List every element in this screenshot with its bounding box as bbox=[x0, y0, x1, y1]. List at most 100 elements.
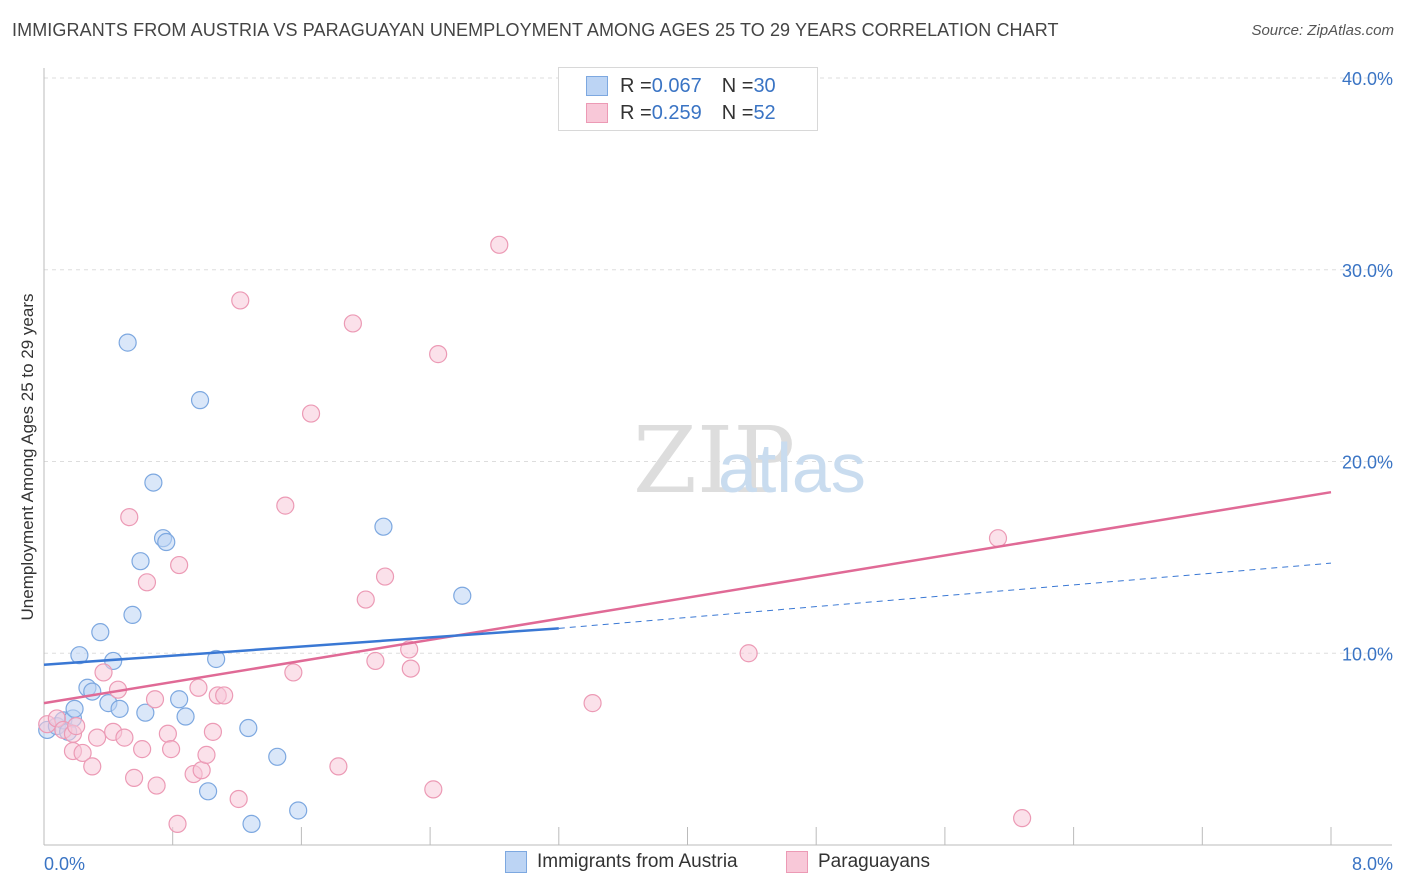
legend-swatch-austria bbox=[586, 76, 608, 96]
point-paraguay bbox=[158, 724, 177, 743]
legend-row-austria: R = 0.067 N = 30 bbox=[586, 73, 776, 99]
legend-n-label: N = bbox=[721, 101, 754, 124]
point-paraguay bbox=[87, 728, 107, 747]
point-paraguay bbox=[133, 740, 152, 759]
y-axis-label: Unemployment Among Ages 25 to 29 years bbox=[18, 293, 37, 621]
point-austria bbox=[374, 517, 393, 536]
trend-line-austria-extension bbox=[558, 562, 1332, 629]
point-paraguay bbox=[329, 757, 348, 776]
grid-lines bbox=[44, 77, 1392, 654]
point-austria bbox=[144, 473, 163, 492]
trend-line-austria bbox=[43, 627, 559, 667]
point-paraguay bbox=[401, 659, 420, 678]
point-paraguay bbox=[170, 555, 189, 575]
point-paraguay bbox=[276, 496, 295, 515]
point-paraguay bbox=[356, 590, 375, 609]
point-austria bbox=[453, 586, 472, 605]
point-paraguay bbox=[301, 404, 321, 423]
point-paraguay bbox=[192, 761, 211, 780]
point-paraguay bbox=[366, 651, 385, 671]
point-paraguay bbox=[215, 686, 234, 705]
legend-r-label: R = bbox=[620, 74, 652, 97]
point-paraguay bbox=[739, 644, 758, 663]
point-austria bbox=[123, 605, 142, 625]
point-austria bbox=[83, 682, 102, 701]
point-paraguay bbox=[147, 776, 166, 795]
point-austria bbox=[190, 391, 210, 410]
point-austria bbox=[176, 707, 195, 726]
point-austria bbox=[91, 623, 110, 642]
point-paraguay bbox=[67, 717, 86, 736]
source-label: Source: ZipAtlas.com bbox=[1251, 22, 1394, 39]
point-austria bbox=[157, 532, 176, 552]
bottom-swatch-paraguay bbox=[786, 851, 808, 873]
watermark-atlas: atlas bbox=[718, 429, 866, 507]
point-austria bbox=[242, 814, 261, 834]
legend-row-paraguay: R = 0.259 N = 52 bbox=[586, 100, 776, 126]
point-austria bbox=[131, 552, 150, 571]
x-tick-label-start: 0.0% bbox=[44, 854, 85, 874]
point-paraguay bbox=[424, 780, 443, 799]
point-paraguay bbox=[73, 743, 92, 763]
point-paraguay bbox=[1013, 809, 1032, 828]
bottom-legend-austria: Immigrants from Austria bbox=[505, 851, 738, 873]
point-paraguay bbox=[343, 314, 362, 333]
point-austria bbox=[118, 333, 137, 352]
point-paraguay bbox=[161, 740, 181, 759]
y-tick-label: 10.0% bbox=[1342, 644, 1393, 664]
y-tick-label: 40.0% bbox=[1342, 69, 1393, 89]
point-paraguay bbox=[124, 768, 144, 787]
point-paraguay bbox=[284, 663, 303, 682]
point-paraguay bbox=[988, 529, 1008, 548]
point-paraguay bbox=[231, 291, 250, 310]
point-paraguay bbox=[168, 814, 187, 834]
series-austria-points bbox=[38, 333, 472, 834]
legend-swatch-paraguay bbox=[586, 103, 608, 123]
point-austria bbox=[70, 646, 89, 665]
point-paraguay bbox=[137, 573, 157, 592]
point-austria bbox=[170, 690, 189, 709]
point-austria bbox=[198, 782, 218, 801]
legend-r-value-paraguay: 0.259 bbox=[651, 101, 702, 124]
point-austria bbox=[239, 718, 258, 738]
point-paraguay bbox=[197, 745, 216, 764]
point-austria bbox=[110, 699, 129, 718]
watermark-zip: ZIP bbox=[633, 407, 795, 514]
point-austria bbox=[65, 699, 84, 718]
point-paraguay bbox=[429, 345, 448, 364]
point-paraguay bbox=[94, 663, 113, 682]
point-paraguay bbox=[375, 567, 395, 586]
point-paraguay bbox=[490, 235, 509, 254]
tick-labels: 10.0% 20.0% 30.0% 40.0% 0.0% 8.0% bbox=[44, 69, 1393, 874]
bottom-legend-paraguay-label: Paraguayans bbox=[818, 851, 930, 872]
trend-lines bbox=[43, 490, 1332, 705]
bottom-legend-austria-label: Immigrants from Austria bbox=[537, 851, 738, 872]
legend-n-value-austria: 30 bbox=[753, 74, 776, 97]
legend-n-value-paraguay: 52 bbox=[753, 101, 776, 124]
chart-title: IMMIGRANTS FROM AUSTRIA VS PARAGUAYAN UN… bbox=[12, 20, 1059, 40]
x-tick-label-end: 8.0% bbox=[1352, 854, 1393, 874]
point-austria bbox=[136, 703, 155, 722]
axes bbox=[43, 68, 1392, 846]
point-paraguay bbox=[120, 508, 139, 527]
point-paraguay bbox=[145, 690, 165, 709]
legend-n-label: N = bbox=[721, 74, 754, 97]
bottom-legend-paraguay: Paraguayans bbox=[786, 851, 930, 873]
point-austria bbox=[207, 649, 226, 669]
point-austria bbox=[289, 801, 308, 820]
point-paraguay bbox=[189, 678, 208, 697]
point-paraguay bbox=[83, 757, 102, 776]
legend-r-label: R = bbox=[620, 101, 652, 124]
y-tick-label: 30.0% bbox=[1342, 261, 1393, 281]
legend-r-value-austria: 0.067 bbox=[651, 74, 702, 97]
trend-line-paraguay bbox=[43, 490, 1332, 705]
point-austria bbox=[268, 747, 287, 766]
series-paraguay-points bbox=[38, 235, 1032, 834]
y-tick-label: 20.0% bbox=[1342, 453, 1393, 473]
bottom-swatch-austria bbox=[505, 851, 527, 873]
stats-legend: R = 0.067 N = 30 R = 0.259 N = 52 bbox=[558, 67, 818, 131]
point-paraguay bbox=[229, 789, 248, 809]
point-paraguay bbox=[115, 728, 134, 747]
point-paraguay bbox=[583, 694, 602, 713]
